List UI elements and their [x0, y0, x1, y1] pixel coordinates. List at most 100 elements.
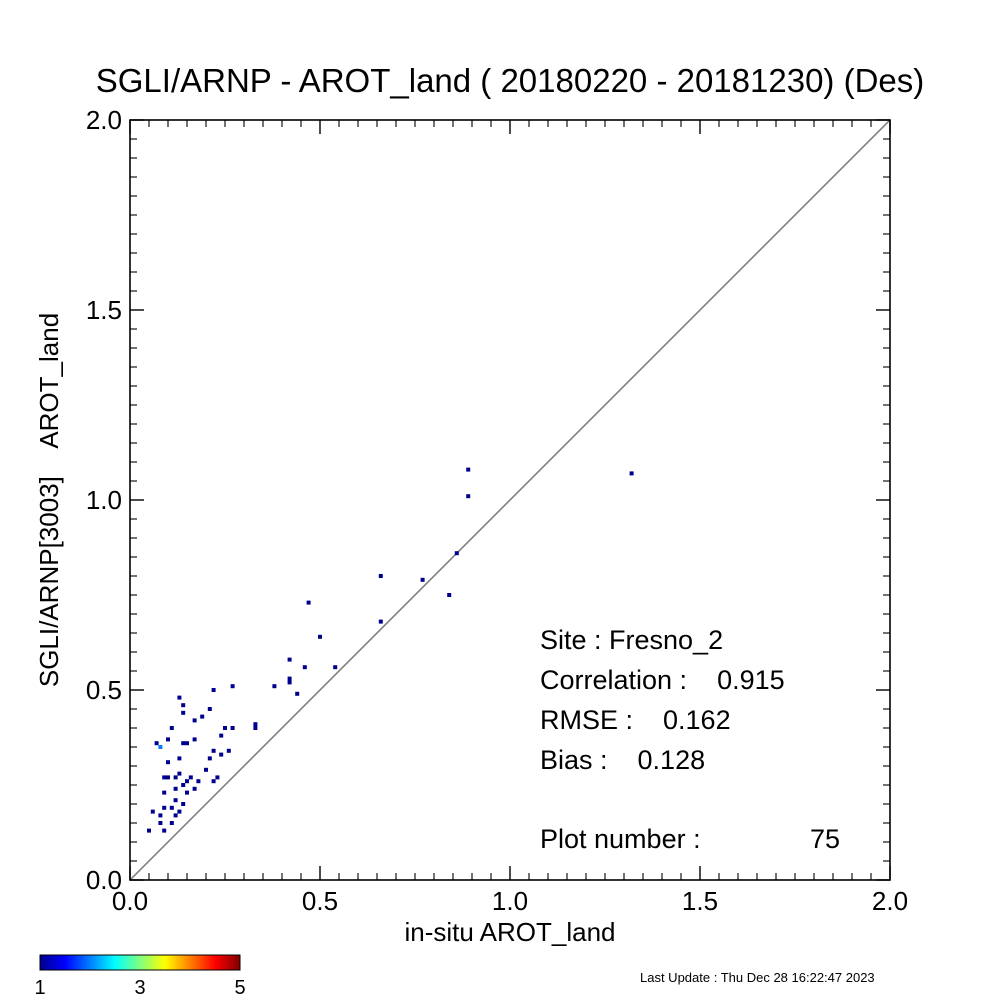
data-point	[181, 703, 186, 708]
chart-title: SGLI/ARNP - AROT_land ( 20180220 - 20181…	[96, 62, 925, 99]
data-point	[219, 752, 224, 757]
data-point	[166, 760, 170, 765]
data-point	[192, 786, 197, 791]
data-point	[173, 775, 178, 780]
data-point	[204, 767, 208, 772]
data-point	[466, 494, 471, 499]
statistics-box: Site : Fresno_2 Correlation : 0.915 RMSE…	[540, 625, 840, 854]
data-point	[181, 710, 186, 715]
data-point	[173, 798, 178, 803]
site-label: Site : Fresno_2	[540, 625, 723, 655]
data-point	[162, 790, 167, 795]
y-tick-label: 0.5	[86, 675, 122, 705]
data-point	[318, 634, 322, 639]
data-point	[333, 665, 338, 670]
axis-ticks	[129, 119, 891, 881]
data-point	[173, 813, 178, 818]
axis-tick-labels: 0.0 0.5 1.0 1.5 2.0 0.0 0.5 1.0 1.5 2.0	[86, 105, 908, 916]
data-point	[207, 707, 212, 711]
rmse-label: RMSE : 0.162	[540, 705, 731, 735]
data-point	[158, 745, 163, 749]
data-point	[466, 467, 471, 472]
correlation-label: Correlation : 0.915	[540, 665, 785, 695]
colorbar-tick-mid: 3	[134, 977, 145, 999]
data-point	[173, 786, 178, 791]
data-point	[219, 733, 224, 738]
data-point	[211, 688, 216, 692]
plot-number-label: Plot number :	[540, 824, 701, 854]
x-axis-label: in-situ AROT_land	[405, 917, 616, 947]
one-to-one-line	[130, 120, 890, 880]
data-point	[629, 471, 634, 476]
colorbar-tick-min: 1	[34, 977, 45, 999]
plot-frame	[129, 119, 891, 881]
y-axis-label: SGLI/ARNP[3003] AROT_land	[34, 313, 64, 687]
x-tick-label: 0.0	[112, 886, 148, 916]
data-point	[192, 737, 197, 742]
x-tick-label: 1.5	[682, 886, 718, 916]
data-point	[253, 722, 258, 727]
y-tick-label: 0.0	[86, 865, 122, 895]
data-point	[215, 775, 220, 780]
data-point	[185, 790, 189, 795]
data-point	[169, 805, 174, 810]
data-point	[166, 775, 170, 780]
data-point	[181, 741, 186, 746]
data-point	[306, 600, 311, 605]
data-point	[177, 809, 182, 814]
y-tick-label: 1.5	[86, 295, 122, 325]
data-point	[223, 726, 227, 730]
colorbar-ticks: 1 3 5	[34, 977, 245, 999]
data-point	[158, 813, 163, 818]
colorbar	[39, 954, 241, 971]
data-point	[272, 684, 277, 689]
data-point	[192, 718, 197, 723]
data-point	[185, 779, 189, 784]
data-point	[447, 593, 452, 597]
data-point	[253, 726, 258, 730]
data-point	[302, 665, 307, 670]
data-points	[147, 467, 634, 833]
data-point	[158, 821, 163, 825]
data-point	[177, 756, 182, 761]
data-point	[177, 695, 182, 700]
last-update-timestamp: Last Update : Thu Dec 28 16:22:47 2023	[640, 970, 875, 985]
colorbar-tick-max: 5	[234, 977, 245, 999]
data-point	[200, 714, 205, 719]
plot-number-value: 75	[810, 824, 840, 854]
data-point	[287, 680, 292, 685]
data-point	[150, 809, 155, 814]
data-point	[181, 783, 186, 787]
data-point	[169, 726, 174, 730]
data-point	[177, 771, 182, 776]
data-point	[454, 551, 459, 556]
data-point	[226, 748, 231, 753]
data-point	[207, 756, 212, 761]
x-tick-label: 0.5	[302, 886, 338, 916]
data-point	[181, 802, 186, 806]
y-tick-label: 2.0	[86, 105, 122, 135]
data-point	[188, 775, 193, 780]
data-point	[162, 805, 167, 810]
data-point	[420, 577, 425, 582]
data-point	[287, 676, 292, 681]
data-point	[211, 748, 216, 753]
data-point	[162, 828, 167, 833]
data-point	[185, 741, 189, 746]
data-point	[166, 737, 170, 742]
data-point	[147, 828, 151, 833]
data-point	[162, 775, 167, 780]
data-point	[196, 779, 201, 784]
x-tick-label: 1.0	[492, 886, 528, 916]
bias-label: Bias : 0.128	[540, 745, 705, 775]
data-point	[230, 684, 235, 689]
data-point	[287, 657, 292, 662]
data-point	[295, 691, 300, 696]
data-point	[169, 821, 174, 825]
data-point	[378, 574, 383, 578]
data-point	[211, 779, 216, 784]
y-tick-label: 1.0	[86, 485, 122, 515]
data-point	[230, 726, 235, 730]
data-point	[378, 619, 383, 624]
